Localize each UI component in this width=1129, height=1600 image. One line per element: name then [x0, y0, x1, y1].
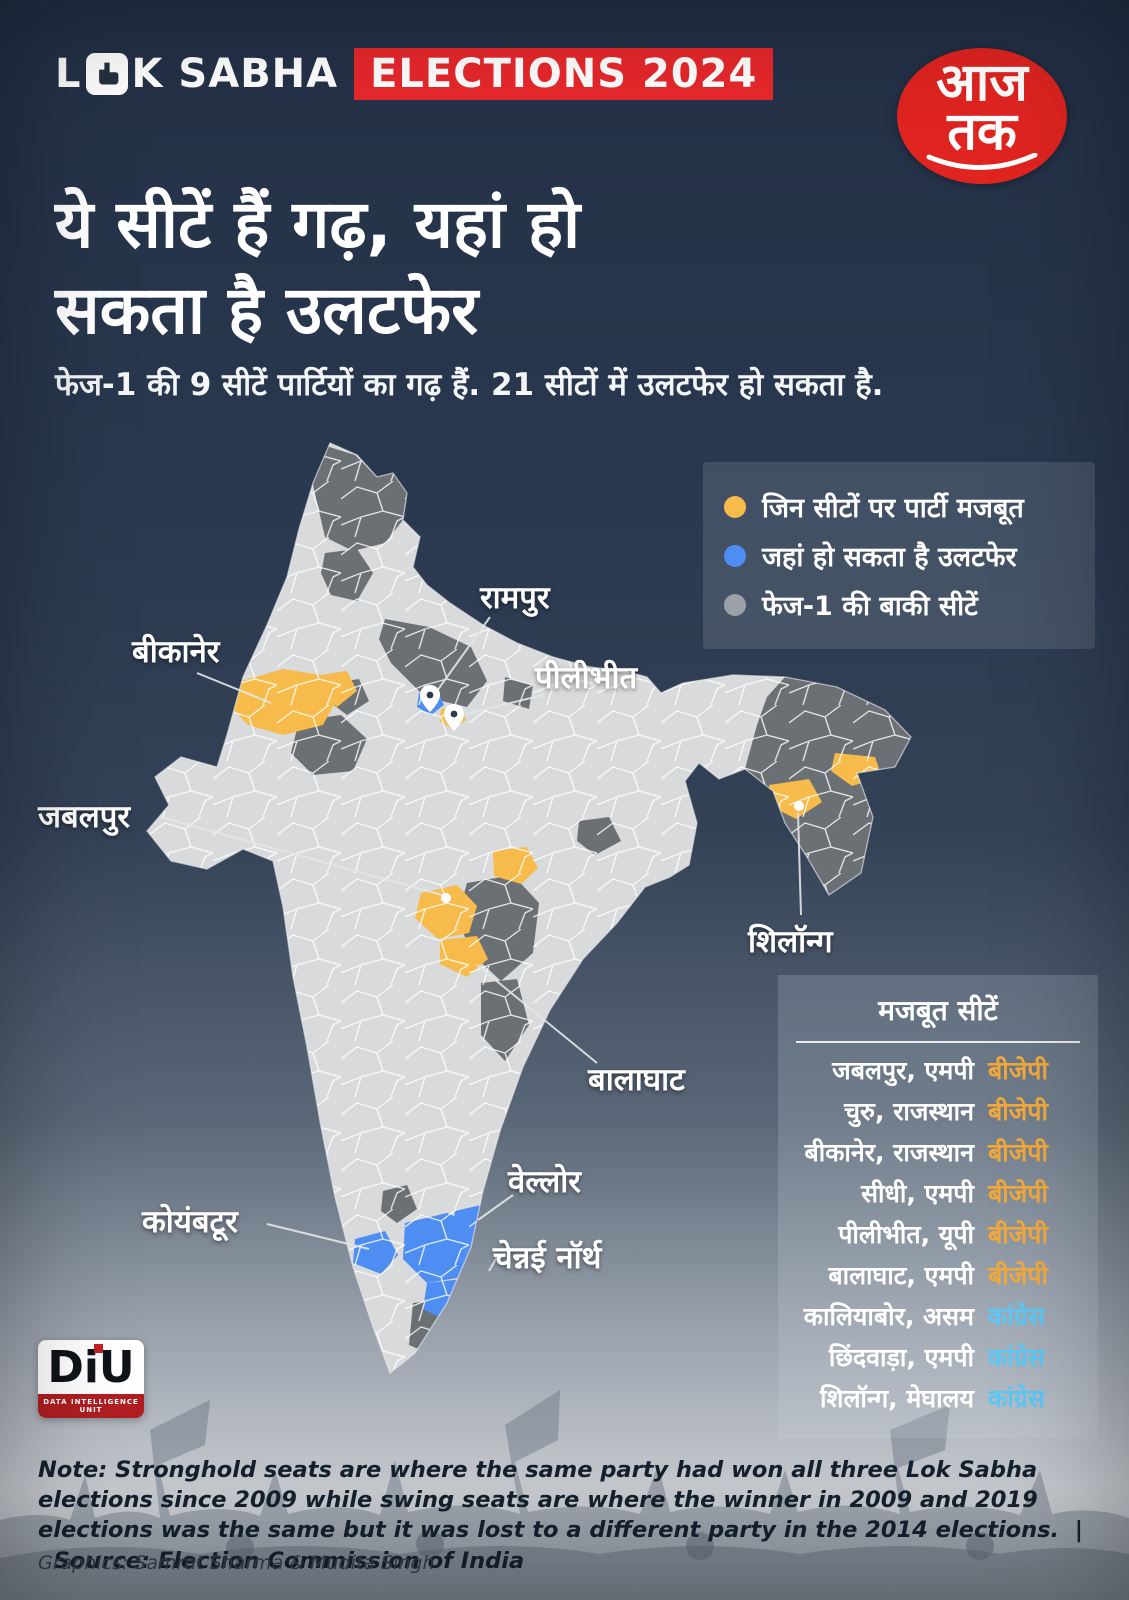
table-row: चुरु, राजस्थान बीजेपी: [796, 1094, 1080, 1128]
legend-label: फेज-1 की बाकी सीटें: [762, 591, 978, 622]
table-row: छिंदवाड़ा, एमपी कांग्रेस: [796, 1340, 1080, 1374]
party-name: बीजेपी: [988, 1097, 1048, 1126]
legend-item-swing: जहां हो सकता है उलटफेर: [723, 537, 1075, 574]
party-name: बीजेपी: [988, 1179, 1048, 1208]
seat-name: सीधी, एमपी: [861, 1179, 974, 1208]
diu-logo: DiU DATA INTELLIGENCE UNIT: [38, 1340, 144, 1419]
map-label-bikaner: बीकानेर: [132, 634, 220, 670]
party-name: बीजेपी: [988, 1261, 1048, 1290]
seat-name: कालियाबोर, असम: [803, 1302, 974, 1331]
map-label-chennai-north: चेन्नई नॉर्थ: [493, 1240, 602, 1276]
table-row: सीधी, एमपी बीजेपी: [796, 1176, 1080, 1210]
seat-name: शिलॉन्ग, मेघालय: [819, 1384, 974, 1413]
diu-logo-text: DiU: [47, 1342, 135, 1393]
table-row: जबलपुर, एमपी बीजेपी: [796, 1053, 1080, 1087]
party-name: कांग्रेस: [988, 1343, 1045, 1372]
stronghold-seats-table: मजबूत सीटें जबलपुर, एमपी बीजेपी चुरु, राज…: [778, 975, 1098, 1438]
seat-name: बालाघाट, एमपी: [828, 1261, 974, 1290]
map-legend: जिन सीटों पर पार्टी मजबूत जहां हो सकता ह…: [703, 462, 1095, 649]
masthead-pre: L: [55, 51, 82, 97]
pilibhit-pin-icon: [444, 704, 464, 731]
table-row: बीकानेर, राजस्थान बीजेपी: [796, 1135, 1080, 1169]
title-line1: ये सीटें हैं गढ़, यहां हो: [55, 186, 581, 264]
diu-logo-subtitle: DATA INTELLIGENCE UNIT: [38, 1394, 144, 1419]
rampur-pin-icon: [420, 685, 440, 712]
table-title: मजबूत सीटें: [796, 991, 1080, 1043]
map-label-balaghat: बालाघाट: [588, 1062, 685, 1098]
page-subtitle: फेज-1 की 9 सीटें पार्टियों का गढ़ हैं. 2…: [55, 367, 884, 403]
graphics-credit: Graphics: Samrat Sharma & Mudita Singh: [38, 1552, 435, 1574]
swing-dot-icon: [724, 544, 746, 567]
leader-lines: [160, 616, 802, 1272]
table-row: पीलीभीत, यूपी बीजेपी: [796, 1217, 1080, 1251]
page-title: ये सीटें हैं गढ़, यहां हो सकता है उलटफेर: [55, 182, 580, 354]
seat-name: बीकानेर, राजस्थान: [804, 1138, 974, 1167]
voting-hand-icon: [85, 53, 128, 95]
masthead-post: K SABHA: [131, 51, 339, 97]
legend-item-other: फेज-1 की बाकी सीटें: [723, 586, 1075, 623]
seat-name: छिंदवाड़ा, एमपी: [828, 1343, 974, 1372]
seat-name: पीलीभीत, यूपी: [838, 1220, 974, 1249]
party-name: कांग्रेस: [988, 1302, 1045, 1331]
title-line2: सकता है उलटफेर: [55, 272, 479, 350]
footnote-text: Note: Stronghold seats are where the sam…: [38, 1456, 1060, 1544]
aajtak-logo: आज तक: [897, 48, 1067, 184]
masthead: L K SABHA ELECTIONS 2024: [55, 48, 774, 100]
diu-logo-dot: [94, 1344, 103, 1353]
footnote: Note: Stronghold seats are where the sam…: [38, 1455, 1083, 1577]
table-row: शिलॉन्ग, मेघालय कांग्रेस: [796, 1381, 1080, 1415]
elections-badge: ELECTIONS 2024: [354, 48, 774, 100]
legend-label: जिन सीटों पर पार्टी मजबूत: [762, 493, 1024, 524]
table-row: बालाघाट, एमपी बीजेपी: [796, 1258, 1080, 1292]
map-label-pilibhit: पीलीभीत: [535, 660, 638, 696]
crowd-silhouette: [0, 1390, 1129, 1600]
legend-item-stronghold: जिन सीटों पर पार्टी मजबूत: [723, 488, 1075, 525]
aajtak-logo-line1: आज: [936, 52, 1028, 113]
jabalpur-marker-dot: [441, 893, 451, 903]
party-name: बीजेपी: [988, 1138, 1048, 1167]
aajtak-logo-line2: तक: [947, 102, 1017, 162]
india-map: [85, 425, 930, 1430]
footnote-separator: |: [1074, 1517, 1083, 1544]
legend-label: जहां हो सकता है उलटफेर: [762, 542, 1017, 573]
party-name: कांग्रेस: [988, 1384, 1045, 1413]
map-label-coimbatore: कोयंबटूर: [142, 1204, 238, 1240]
map-label-vellore: वेल्लोर: [508, 1164, 581, 1200]
source-text: Source: Election Commission of India: [53, 1547, 525, 1574]
stronghold-dot-icon: [724, 495, 746, 518]
aajtak-swoosh-icon: [926, 153, 1038, 171]
party-name: बीजेपी: [988, 1220, 1048, 1249]
seat-name: चुरु, राजस्थान: [844, 1097, 974, 1126]
map-label-rampur: रामपुर: [480, 580, 550, 616]
map-label-jabalpur: जबलपुर: [38, 799, 131, 835]
map-label-shillong: शिलॉन्ग: [748, 924, 833, 960]
shillong-marker-dot: [794, 801, 804, 811]
table-row: कालियाबोर, असम कांग्रेस: [796, 1299, 1080, 1333]
other-dot-icon: [724, 593, 746, 616]
party-name: बीजेपी: [988, 1056, 1048, 1085]
seat-name: जबलपुर, एमपी: [832, 1056, 974, 1085]
